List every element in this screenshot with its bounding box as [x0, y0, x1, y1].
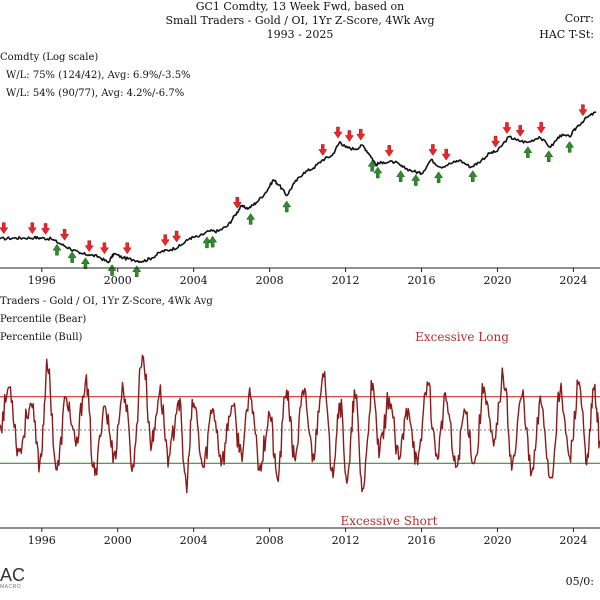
- bull-signal-marker: [202, 236, 212, 249]
- bear-signal-marker: [502, 122, 512, 134]
- bear-signal-marker: [60, 228, 70, 241]
- price-x-tick-label: 2008: [256, 274, 284, 287]
- chart-title-line-3: 1993 - 2025: [266, 28, 334, 41]
- bottom-legend-line-1: Traders - Gold / OI, 1Yr Z-Score, 4Wk Av…: [0, 296, 213, 307]
- bull-signal-marker: [52, 243, 62, 256]
- price-x-tick-label: 2024: [559, 274, 587, 287]
- report-date: 05/0:: [565, 575, 594, 588]
- hac-logo: AC MACRO: [0, 565, 26, 590]
- bottom-legend-line-2: Percentile (Bear): [0, 314, 87, 325]
- chart-title-line-1: GC1 Comdty, 13 Week Fwd, based on: [195, 0, 405, 13]
- zscore-x-tick-label: 1996: [28, 534, 56, 547]
- zscore-x-tick-label: 2012: [332, 534, 360, 547]
- logo-subtext: MACRO: [0, 584, 22, 590]
- bull-signal-marker: [80, 257, 90, 269]
- bull-signal-marker: [523, 146, 533, 158]
- bull-signal-marker: [373, 166, 383, 179]
- zscore-x-tick-label: 2016: [408, 534, 436, 547]
- bull-signal-marker: [396, 170, 406, 182]
- bear-signal-marker: [27, 222, 37, 235]
- bull-signal-marker: [367, 159, 377, 172]
- bull-signal-marker: [434, 171, 444, 183]
- price-x-tick-label: 1996: [28, 274, 56, 287]
- bull-signal-marker: [565, 140, 575, 153]
- bear-signal-marker: [99, 242, 109, 255]
- bear-signal-marker: [232, 197, 242, 209]
- bull-signal-marker: [67, 251, 77, 263]
- bear-signal-marker: [41, 223, 51, 235]
- zscore-x-tick-label: 2020: [483, 534, 511, 547]
- bear-signal-marker: [333, 126, 343, 139]
- top-legend-line-2: W/L: 75% (124/42), Avg: 6.9%/-3.5%: [6, 70, 191, 81]
- zscore-line: [0, 354, 600, 494]
- bull-signal-marker: [132, 265, 142, 278]
- correlation-label: Corr:: [564, 12, 594, 25]
- price-x-tick-label: 2020: [483, 274, 511, 287]
- price-x-tick-label: 2004: [180, 274, 208, 287]
- bear-signal-marker: [344, 130, 354, 142]
- zscore-x-tick-label: 2024: [559, 534, 587, 547]
- logo-text: AC: [0, 565, 26, 585]
- excessive-short-annotation: Excessive Short: [341, 514, 438, 528]
- bear-signal-marker: [515, 125, 525, 137]
- bottom-legend-line-3: Percentile (Bull): [0, 332, 83, 343]
- bull-signal-marker: [282, 200, 292, 213]
- bull-signal-marker: [246, 212, 256, 225]
- price-panel: 1996 2000 2004 2008 2012 2016 2020 2024: [0, 104, 600, 287]
- zscore-x-tick-label: 2008: [256, 534, 284, 547]
- bear-signal-marker: [84, 240, 94, 253]
- bear-signal-marker: [578, 104, 588, 117]
- bear-signal-marker: [491, 135, 501, 148]
- price-x-tick-label: 2012: [332, 274, 360, 287]
- hac-tstat-label: HAC T-St:: [539, 28, 594, 41]
- bear-signal-marker: [0, 222, 9, 235]
- chart-title-line-2: Small Traders - Gold / OI, 1Yr Z-Score, …: [165, 14, 435, 27]
- bull-signal-marker: [208, 235, 218, 248]
- bear-signal-marker: [356, 128, 366, 141]
- price-x-tick-label: 2000: [104, 274, 132, 287]
- zscore-panel: Excessive Long Excessive Short 1996 2000 200…: [0, 330, 600, 547]
- bear-signal-marker: [384, 145, 394, 157]
- bear-signal-marker: [318, 144, 328, 156]
- top-legend-line-1: Comdty (Log scale): [0, 52, 99, 63]
- price-x-tick-label: 2016: [408, 274, 436, 287]
- bear-signal-marker: [160, 234, 170, 247]
- bear-signal-marker: [441, 148, 451, 161]
- bear-signal-marker: [536, 121, 546, 134]
- bull-signal-marker: [468, 170, 478, 182]
- bull-signal-marker: [411, 174, 421, 186]
- bull-signal-marker: [544, 150, 554, 162]
- top-legend-line-3: W/L: 54% (90/77), Avg: 4.2%/-6.7%: [6, 88, 185, 99]
- zscore-x-tick-label: 2000: [104, 534, 132, 547]
- price-line: [0, 111, 597, 264]
- zscore-x-tick-label: 2004: [180, 534, 208, 547]
- bear-signal-marker: [122, 242, 132, 255]
- bear-signal-marker: [172, 230, 182, 243]
- bear-signal-marker: [428, 144, 438, 156]
- excessive-long-annotation: Excessive Long: [415, 330, 509, 344]
